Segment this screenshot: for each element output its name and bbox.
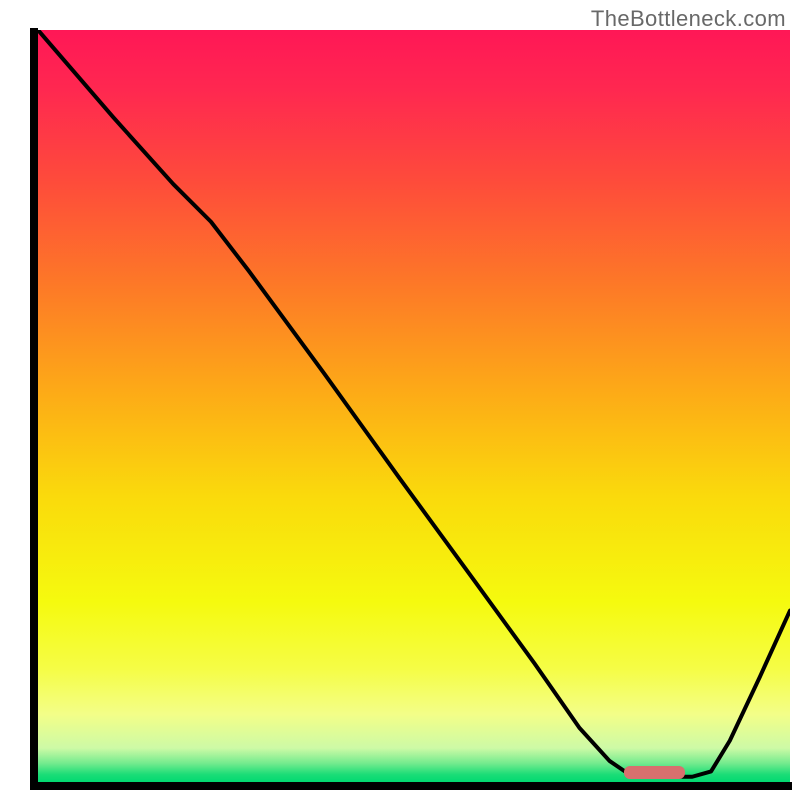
x-axis — [30, 782, 792, 790]
plot-area — [38, 30, 790, 782]
gradient-and-curve — [38, 30, 790, 782]
watermark-text: TheBottleneck.com — [591, 6, 786, 32]
optimal-marker — [624, 766, 686, 779]
heatmap-background — [38, 30, 790, 782]
y-axis — [30, 28, 38, 790]
